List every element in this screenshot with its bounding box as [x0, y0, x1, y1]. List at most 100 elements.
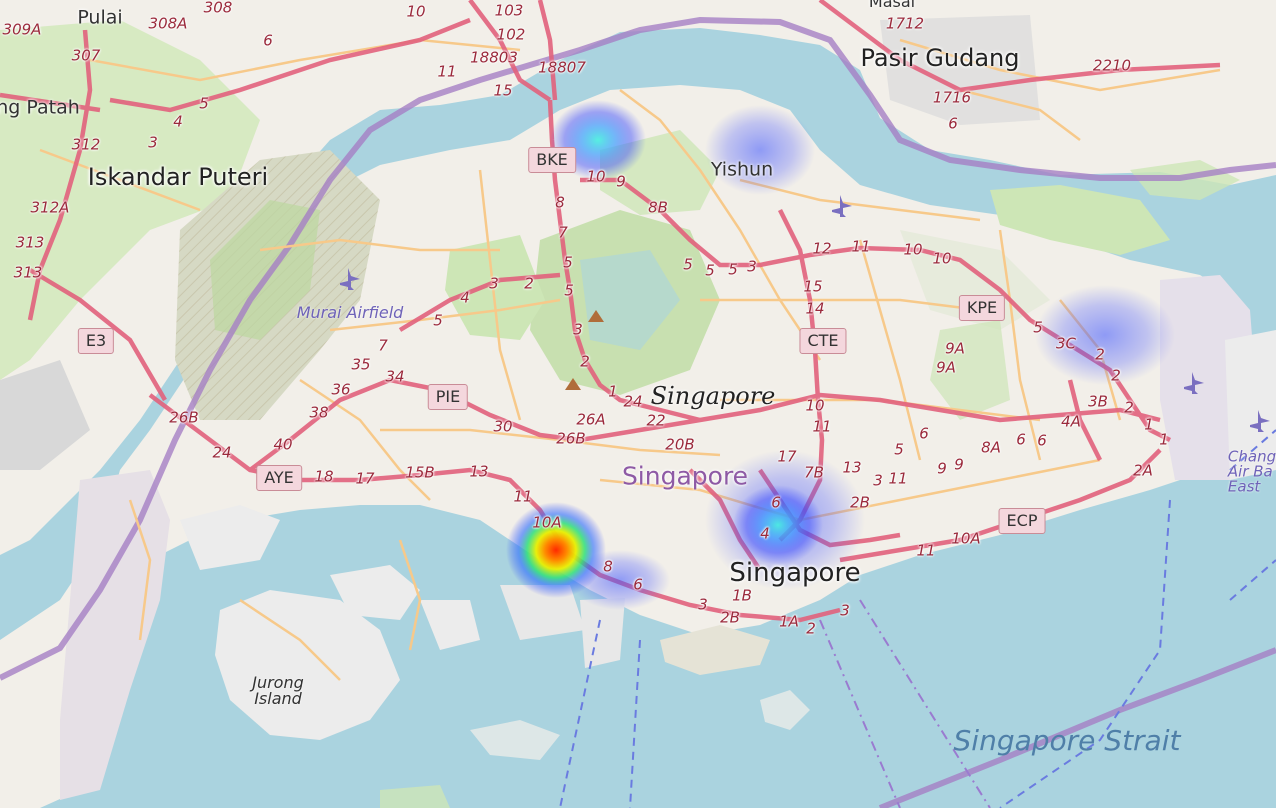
- water-label-singapore-strait: Singapore Strait: [953, 724, 1181, 757]
- route-number: 17: [355, 469, 375, 488]
- place-label-singapore-island: Singapore: [650, 382, 776, 410]
- route-number: 3: [747, 257, 757, 276]
- route-number: 2: [524, 274, 534, 293]
- route-number: 40: [273, 435, 293, 454]
- route-number: 312A: [30, 198, 70, 217]
- route-number: 18: [314, 467, 334, 486]
- route-number: 6: [633, 575, 643, 594]
- heatmap-layer: [506, 100, 1175, 610]
- route-number: 30: [493, 417, 513, 436]
- route-number: 1: [1144, 415, 1154, 434]
- route-number: 11: [851, 237, 871, 256]
- expressway-shield-aye: AYE: [256, 465, 302, 491]
- route-number: 8: [603, 557, 613, 576]
- route-number: 24: [623, 392, 643, 411]
- route-number: 10: [805, 396, 825, 415]
- route-number: 308A: [148, 14, 188, 33]
- route-number: 10: [903, 240, 923, 259]
- place-label-changi-airbase: Chang Air Ba East: [1227, 447, 1276, 496]
- route-number: 3: [698, 595, 708, 614]
- route-number: 10: [406, 2, 426, 21]
- route-number: 35: [351, 355, 371, 374]
- route-number: 12: [812, 239, 832, 258]
- route-number: 1: [1159, 430, 1169, 449]
- route-number: 8A: [981, 438, 1001, 457]
- route-number: 1716: [932, 88, 972, 107]
- route-number: 5: [199, 94, 209, 113]
- route-number: 8: [555, 193, 565, 212]
- route-number: 10A: [532, 513, 562, 532]
- route-number: 15: [803, 277, 823, 296]
- route-number: 38: [309, 403, 329, 422]
- route-number: 11: [916, 541, 936, 560]
- route-number: 6: [1016, 430, 1026, 449]
- route-number: 2: [1124, 398, 1134, 417]
- route-number: 5: [894, 440, 904, 459]
- route-number: 4A: [1061, 412, 1081, 431]
- route-number: 6: [948, 114, 958, 133]
- route-number: 307: [71, 46, 101, 65]
- route-number: 312: [71, 135, 101, 154]
- route-number: 26A: [576, 410, 606, 429]
- route-number: 2B: [720, 608, 740, 627]
- expressway-shield-cte: CTE: [799, 328, 847, 354]
- route-number: 4: [173, 112, 183, 131]
- route-number: 5: [564, 281, 574, 300]
- place-label-gelang-patah: ng Patah: [0, 96, 80, 119]
- airport-icons: [340, 195, 1270, 432]
- expressway-shield-kpe: KPE: [958, 295, 1006, 321]
- route-number: 103: [494, 1, 524, 20]
- route-number: 26B: [556, 429, 586, 448]
- route-number: 22: [646, 411, 666, 430]
- route-number: 34: [385, 367, 405, 386]
- route-number: 9: [937, 459, 947, 478]
- route-number: 5: [683, 255, 693, 274]
- route-number: 15: [493, 81, 513, 100]
- route-number: 2: [806, 619, 816, 638]
- route-number: 2: [580, 352, 590, 371]
- route-number: 4: [460, 288, 470, 307]
- place-label-yishun: Yishun: [710, 158, 774, 181]
- route-number: 18807: [538, 58, 586, 77]
- route-number: 3: [873, 471, 883, 490]
- route-number: 10A: [951, 529, 981, 548]
- route-number: 5: [433, 311, 443, 330]
- route-number: 5: [1033, 318, 1043, 337]
- route-number: 9: [616, 172, 626, 191]
- route-number: 11: [812, 417, 832, 436]
- route-number: 313: [13, 263, 43, 282]
- route-number: 7: [558, 223, 568, 242]
- airport-icon: [340, 268, 360, 290]
- route-number: 10: [932, 249, 952, 268]
- airport-icon: [832, 195, 852, 217]
- route-number: 17: [777, 447, 797, 466]
- expressway-shield-pie: PIE: [427, 384, 469, 410]
- route-number: 309A: [2, 20, 42, 39]
- route-number: 1: [608, 382, 618, 401]
- route-number: 3C: [1055, 334, 1077, 353]
- route-number: 5: [705, 261, 715, 280]
- place-label-jurong-island: Jurong Island: [252, 673, 304, 708]
- route-number: 102: [496, 25, 526, 44]
- place-label-pulai: Pulai: [77, 6, 123, 29]
- route-number: 18803: [470, 48, 518, 67]
- route-number: 2: [1111, 366, 1121, 385]
- route-number: 8B: [648, 198, 668, 217]
- place-label-iskandar-puteri: Iskandar Puteri: [87, 163, 269, 191]
- route-number: 5: [728, 260, 738, 279]
- route-number: 9A: [936, 358, 956, 377]
- route-number: 6: [919, 424, 929, 443]
- route-number: 6: [771, 493, 781, 512]
- expressway-shield-bke: BKE: [528, 147, 576, 173]
- route-number: 5: [563, 253, 573, 272]
- peak-icon: [588, 310, 604, 322]
- route-number: 11: [888, 469, 908, 488]
- route-number: 13: [469, 462, 489, 481]
- route-number: 3: [573, 320, 583, 339]
- route-number: 2B: [850, 493, 870, 512]
- place-label-murai-airfield: Murai Airfield: [296, 303, 404, 322]
- country-label-singapore: Singapore: [621, 461, 749, 491]
- place-label-pasir-gudang: Pasir Gudang: [860, 44, 1020, 72]
- city-label-singapore: Singapore: [729, 558, 861, 588]
